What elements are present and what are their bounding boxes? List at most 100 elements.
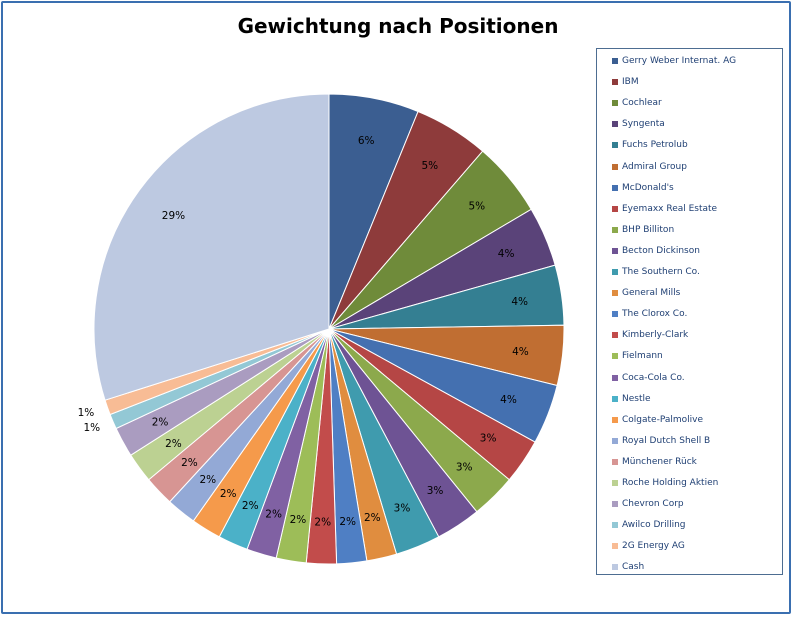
data-label: 29% <box>162 210 185 222</box>
data-label: 2% <box>364 512 381 524</box>
legend-item: Münchener Rück <box>612 456 697 468</box>
legend-item: Awilco Drilling <box>612 519 686 531</box>
legend-item: Chevron Corp <box>612 498 684 510</box>
legend-swatch <box>612 100 618 107</box>
data-label: 2% <box>265 509 282 521</box>
data-label: 4% <box>512 346 529 358</box>
legend-swatch <box>612 79 618 86</box>
legend-label: General Mills <box>622 288 681 299</box>
data-label: 1% <box>78 407 95 419</box>
legend-swatch <box>612 395 618 402</box>
legend: Gerry Weber Internat. AG IBM Cochlear Synge… <box>596 48 783 575</box>
legend-label: Fuchs Petrolub <box>622 140 688 151</box>
legend-label: Kimberly-Clark <box>622 330 689 341</box>
legend-swatch <box>612 163 618 170</box>
data-label: 2% <box>152 417 169 429</box>
legend-item: Fuchs Petrolub <box>612 139 688 151</box>
legend-label: Coca-Cola Co. <box>622 372 685 383</box>
legend-swatch <box>612 205 618 212</box>
data-label: 5% <box>421 160 438 172</box>
legend-label: 2G Energy AG <box>622 541 685 552</box>
legend-swatch <box>612 353 618 360</box>
legend-item: General Mills <box>612 287 680 299</box>
legend-label: The Clorox Co. <box>622 309 688 320</box>
data-label: 3% <box>394 502 411 514</box>
data-label: 2% <box>339 516 356 528</box>
legend-label: Gerry Weber Internat. AG <box>622 56 737 66</box>
legend-item: BHP Billiton <box>612 224 674 236</box>
data-label: 3% <box>427 485 444 497</box>
legend-item: Royal Dutch Shell B <box>612 435 710 447</box>
legend-label: Royal Dutch Shell B <box>622 435 711 446</box>
legend-label: Cash <box>622 562 645 573</box>
legend-swatch <box>612 501 618 508</box>
legend-label: Colgate-Palmolive <box>622 414 704 425</box>
legend-label: Chevron Corp <box>622 499 684 510</box>
legend-item: Syngenta <box>612 118 665 130</box>
legend-item: Colgate-Palmolive <box>612 414 703 426</box>
legend-swatch <box>612 269 618 275</box>
data-label: 4% <box>498 248 515 260</box>
data-label: 2% <box>242 500 259 512</box>
legend-swatch <box>612 58 618 64</box>
data-label: 5% <box>469 200 486 212</box>
legend-item: IBM <box>612 76 639 88</box>
legend-label: Admiral Group <box>622 161 687 172</box>
legend-label: Syngenta <box>622 119 665 130</box>
data-label: 2% <box>165 438 182 450</box>
data-label: 2% <box>290 514 307 526</box>
data-label: 6% <box>358 135 375 147</box>
legend-label: Cochlear <box>622 98 662 109</box>
legend-swatch <box>612 522 618 529</box>
legend-swatch <box>612 184 618 191</box>
data-label: 2% <box>181 457 198 469</box>
legend-label: The Southern Co. <box>622 267 700 277</box>
data-label: 1% <box>83 422 100 434</box>
legend-item: The Southern Co. <box>612 266 700 278</box>
legend-item: The Clorox Co. <box>612 308 687 320</box>
data-label: 2% <box>314 517 331 529</box>
legend-item: Coca-Cola Co. <box>612 372 685 384</box>
legend-item: Kimberly-Clark <box>612 329 688 341</box>
data-label: 2% <box>199 474 216 486</box>
legend-swatch <box>612 121 618 128</box>
legend-item: Cash <box>612 561 644 573</box>
legend-label: Awilco Drilling <box>622 520 686 531</box>
legend-item: Eyemaxx Real Estate <box>612 203 717 215</box>
legend-swatch <box>612 311 618 318</box>
legend-item: 2G Energy AG <box>612 540 685 552</box>
legend-label: Nestle <box>622 393 651 404</box>
legend-label: Fielmann <box>622 351 663 362</box>
legend-item: Nestle <box>612 393 651 405</box>
legend-item: Gerry Weber Internat. AG <box>612 55 736 67</box>
legend-item: McDonald's <box>612 182 674 194</box>
legend-swatch <box>612 332 618 339</box>
legend-swatch <box>612 226 618 233</box>
data-label: 2% <box>220 488 237 500</box>
legend-swatch <box>612 437 618 444</box>
legend-item: Roche Holding Aktien <box>612 477 718 489</box>
legend-swatch <box>612 374 618 381</box>
legend-label: Becton Dickinson <box>622 245 700 256</box>
data-label: 4% <box>511 296 528 308</box>
legend-swatch <box>612 480 618 486</box>
legend-label: IBM <box>622 77 639 88</box>
data-label: 3% <box>456 461 473 473</box>
legend-swatch <box>612 142 618 149</box>
legend-swatch <box>612 290 618 297</box>
legend-swatch <box>612 564 618 571</box>
data-label: 4% <box>500 394 517 406</box>
legend-item: Fielmann <box>612 350 663 362</box>
legend-label: McDonald's <box>622 182 674 193</box>
legend-label: BHP Billiton <box>622 224 675 235</box>
legend-label: Eyemaxx Real Estate <box>622 203 718 214</box>
legend-item: Admiral Group <box>612 161 687 173</box>
legend-item: Becton Dickinson <box>612 245 700 257</box>
chart-title: Gewichtung nach Positionen <box>237 14 559 38</box>
legend-swatch <box>612 416 618 423</box>
legend-swatch <box>612 543 618 550</box>
data-label: 3% <box>480 433 497 445</box>
legend-label: Münchener Rück <box>622 456 697 467</box>
legend-label: Roche Holding Aktien <box>622 478 719 488</box>
